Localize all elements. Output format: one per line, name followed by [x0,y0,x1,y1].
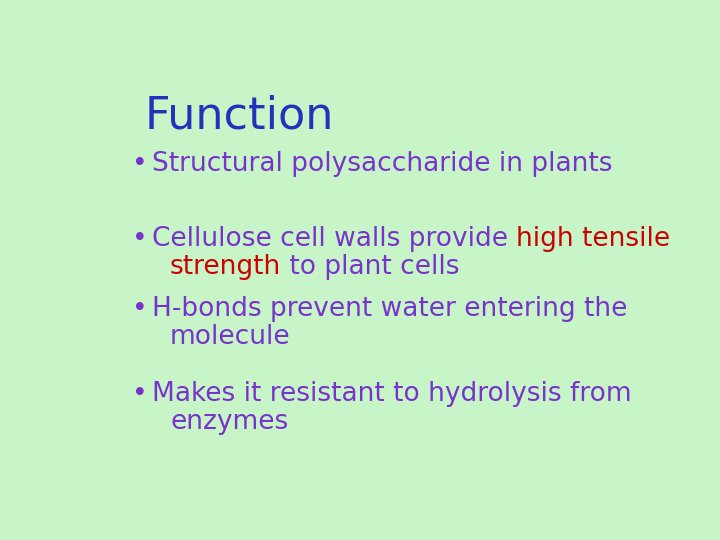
Text: Function: Function [145,95,334,138]
Text: enzymes: enzymes [170,409,288,435]
Text: H-bonds prevent water entering the: H-bonds prevent water entering the [152,295,627,322]
Text: •: • [132,381,148,407]
Text: strength: strength [170,254,282,280]
Text: molecule: molecule [170,323,291,349]
Text: to plant cells: to plant cells [282,254,460,280]
Text: Makes it resistant to hydrolysis from: Makes it resistant to hydrolysis from [152,381,631,407]
Text: •: • [132,226,148,252]
Text: •: • [132,295,148,322]
Text: Cellulose cell walls provide: Cellulose cell walls provide [152,226,516,252]
Text: Structural polysaccharide in plants: Structural polysaccharide in plants [152,151,613,177]
Text: high tensile: high tensile [516,226,670,252]
Text: •: • [132,151,148,177]
